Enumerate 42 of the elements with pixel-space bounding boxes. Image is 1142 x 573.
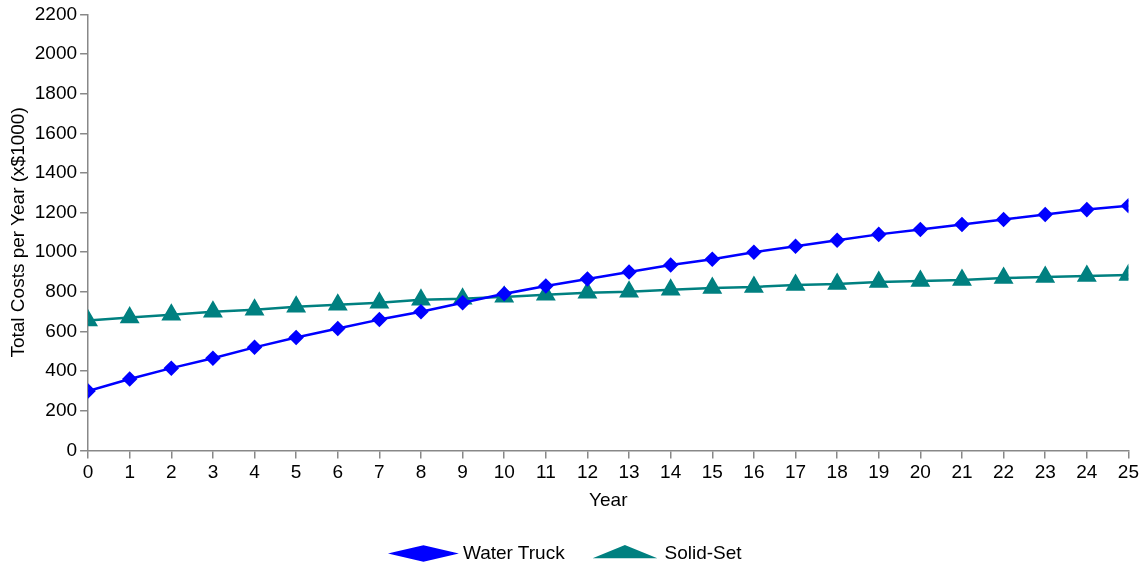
x-tick-label: 25	[1117, 461, 1139, 483]
x-tick-label: 21	[951, 461, 973, 483]
x-tick-label: 7	[374, 461, 385, 483]
x-tick-label: 18	[826, 461, 848, 483]
x-tick-label: 13	[618, 461, 640, 483]
y-tick-label: 2000	[34, 42, 78, 64]
x-tick-label: 9	[457, 461, 468, 483]
y-tick-label: 800	[45, 280, 78, 302]
x-axis-title: Year	[589, 488, 629, 510]
x-tick-label: 19	[868, 461, 890, 483]
x-tick-label: 5	[290, 461, 302, 483]
x-tick-label: 20	[909, 461, 931, 483]
x-tick-label: 8	[415, 461, 427, 483]
y-tick-label: 600	[45, 319, 78, 341]
legend-label: Water Truck	[462, 541, 566, 563]
x-tick-label: 22	[993, 461, 1015, 483]
x-tick-label: 14	[660, 461, 682, 483]
x-tick-label: 12	[576, 461, 599, 483]
y-tick-label: 400	[45, 359, 78, 381]
x-tick-label: 4	[249, 461, 261, 483]
y-tick-label: 1800	[34, 81, 78, 103]
x-tick-label: 2	[166, 461, 177, 483]
x-tick-label: 17	[784, 461, 807, 483]
x-tick-label: 16	[743, 461, 765, 483]
y-tick-label: 1600	[34, 121, 78, 143]
x-tick-label: 15	[701, 461, 723, 483]
x-tick-label: 6	[332, 461, 344, 483]
y-axis-title: Total Costs per Year (x$1000)	[6, 107, 28, 358]
x-tick-label: 1	[124, 461, 135, 483]
x-tick-label: 0	[82, 461, 94, 483]
y-tick-label: 1200	[34, 200, 78, 222]
x-tick-label: 10	[493, 461, 515, 483]
x-tick-label: 11	[535, 461, 556, 483]
y-tick-label: 0	[66, 438, 78, 460]
x-tick-label: 24	[1076, 461, 1098, 483]
x-tick-label: 23	[1034, 461, 1056, 483]
x-tick-label: 3	[207, 461, 219, 483]
y-tick-label: 1000	[34, 240, 78, 262]
y-tick-label: 200	[45, 399, 78, 420]
y-tick-label: 1400	[34, 161, 78, 183]
y-tick-label: 2200	[34, 2, 78, 24]
legend-label: Solid-Set	[664, 541, 743, 563]
